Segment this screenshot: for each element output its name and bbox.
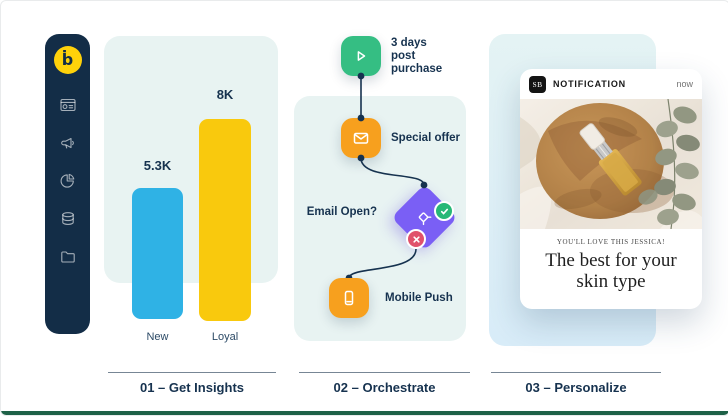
notification-headline: The best for your skin type [545,250,677,292]
step-orchestrate: 02 – Orchestrate [299,372,470,395]
sidebar: ḃ [45,34,90,334]
step-personalize: 03 – Personalize [491,372,661,395]
bar-category-new: New [146,331,169,343]
pie-chart-icon[interactable] [59,172,77,190]
megaphone-icon[interactable] [59,134,77,152]
x-icon [412,235,420,243]
step-label: 02 – Orchestrate [333,380,436,395]
notification-timestamp: now [676,79,693,89]
smartphone-icon [344,290,354,306]
step-divider [108,372,276,373]
bar-value-new: 5.3K [143,158,172,173]
brand-logo-glyph: ḃ [61,50,74,69]
notification-body: YOU'LL LOVE THIS JESSICA! The best for y… [520,229,702,292]
play-icon [357,51,366,61]
branch-no-pin[interactable] [406,229,426,249]
email-action-label: Special offer [391,132,461,144]
bar-loyal [199,119,251,321]
check-icon [440,208,448,215]
product-photo [520,99,702,229]
step-label: 01 – Get Insights [139,380,245,395]
condition-node[interactable] [391,184,458,251]
bar-category-loyal: Loyal [211,331,239,343]
app-badge: SB [529,75,546,93]
bar-value-loyal: 8K [216,87,234,102]
mobile-push-node[interactable] [329,278,369,318]
step-label: 03 – Personalize [525,380,627,395]
email-action-node[interactable] [341,118,381,158]
step-divider [299,372,470,373]
notification-title: NOTIFICATION [553,79,626,89]
branch-yes-pin[interactable] [434,201,454,221]
step-get-insights: 01 – Get Insights [108,372,276,395]
notification-header: SB NOTIFICATION now [520,69,702,99]
dashboard-icon[interactable] [59,96,77,114]
condition-label: Email Open? [306,206,377,218]
bar-new [132,188,183,319]
trigger-node[interactable] [341,36,381,76]
database-icon[interactable] [59,210,77,228]
notification-kicker: YOU'LL LOVE THIS JESSICA! [556,238,666,246]
brand-logo[interactable]: ḃ [53,46,82,74]
branch-icon [418,211,432,225]
envelope-icon [353,132,369,144]
trigger-label: 3 days post purchase [391,37,443,75]
bottom-accent-strip [1,411,728,415]
folder-icon[interactable] [59,248,77,266]
insights-panel [104,36,278,283]
notification-card: SB NOTIFICATION now [520,69,702,309]
mobile-push-label: Mobile Push [385,292,453,304]
sidebar-nav [59,96,77,266]
step-divider [491,372,661,373]
